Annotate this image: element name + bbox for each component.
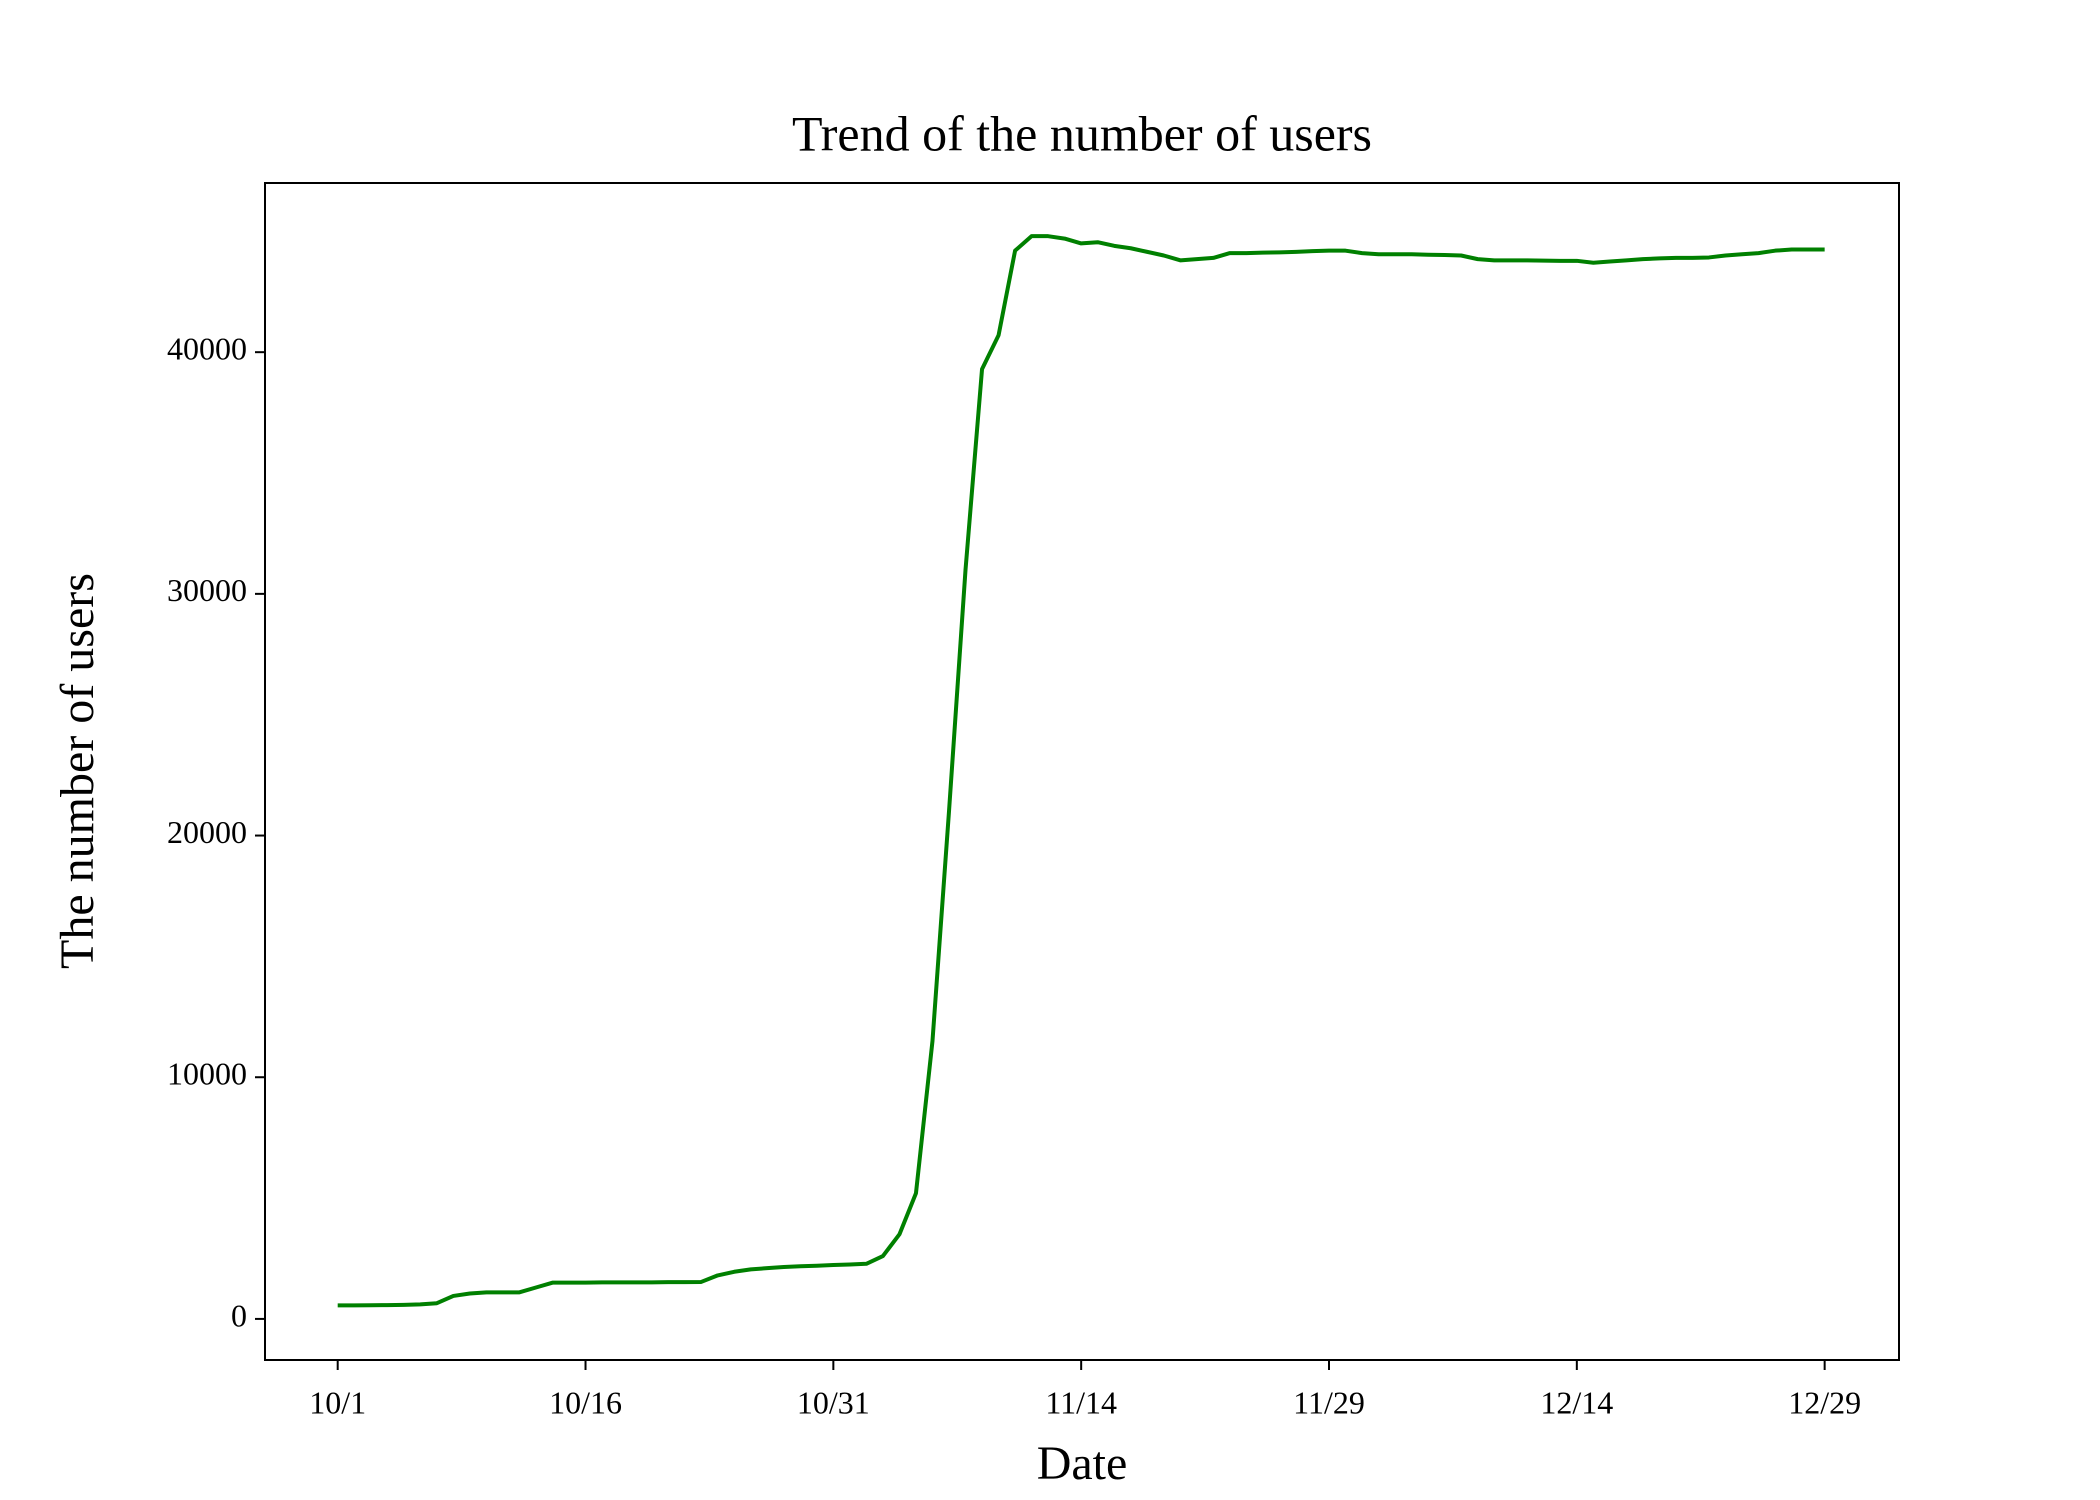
x-tick-label: 10/31 <box>797 1384 870 1420</box>
x-tick-label: 11/29 <box>1293 1384 1365 1420</box>
plot-frame <box>264 182 1900 1361</box>
y-tick-label: 20000 <box>167 814 247 850</box>
y-axis-label: The number of users <box>51 573 104 969</box>
y-tick-label: 0 <box>231 1297 247 1333</box>
y-tick-label: 40000 <box>167 331 247 367</box>
x-tick-label: 11/14 <box>1045 1384 1117 1420</box>
y-tick-label: 30000 <box>167 572 247 608</box>
chart-title: Trend of the number of users <box>792 105 1372 161</box>
x-tick-label: 12/29 <box>1788 1384 1861 1420</box>
y-tick-label: 10000 <box>167 1056 247 1092</box>
x-tick-label: 10/16 <box>549 1384 622 1420</box>
data-line <box>337 234 1825 1308</box>
x-tick-label: 12/14 <box>1540 1384 1613 1420</box>
x-axis-label: Date <box>1037 1437 1128 1490</box>
x-tick-label: 10/1 <box>309 1384 366 1420</box>
